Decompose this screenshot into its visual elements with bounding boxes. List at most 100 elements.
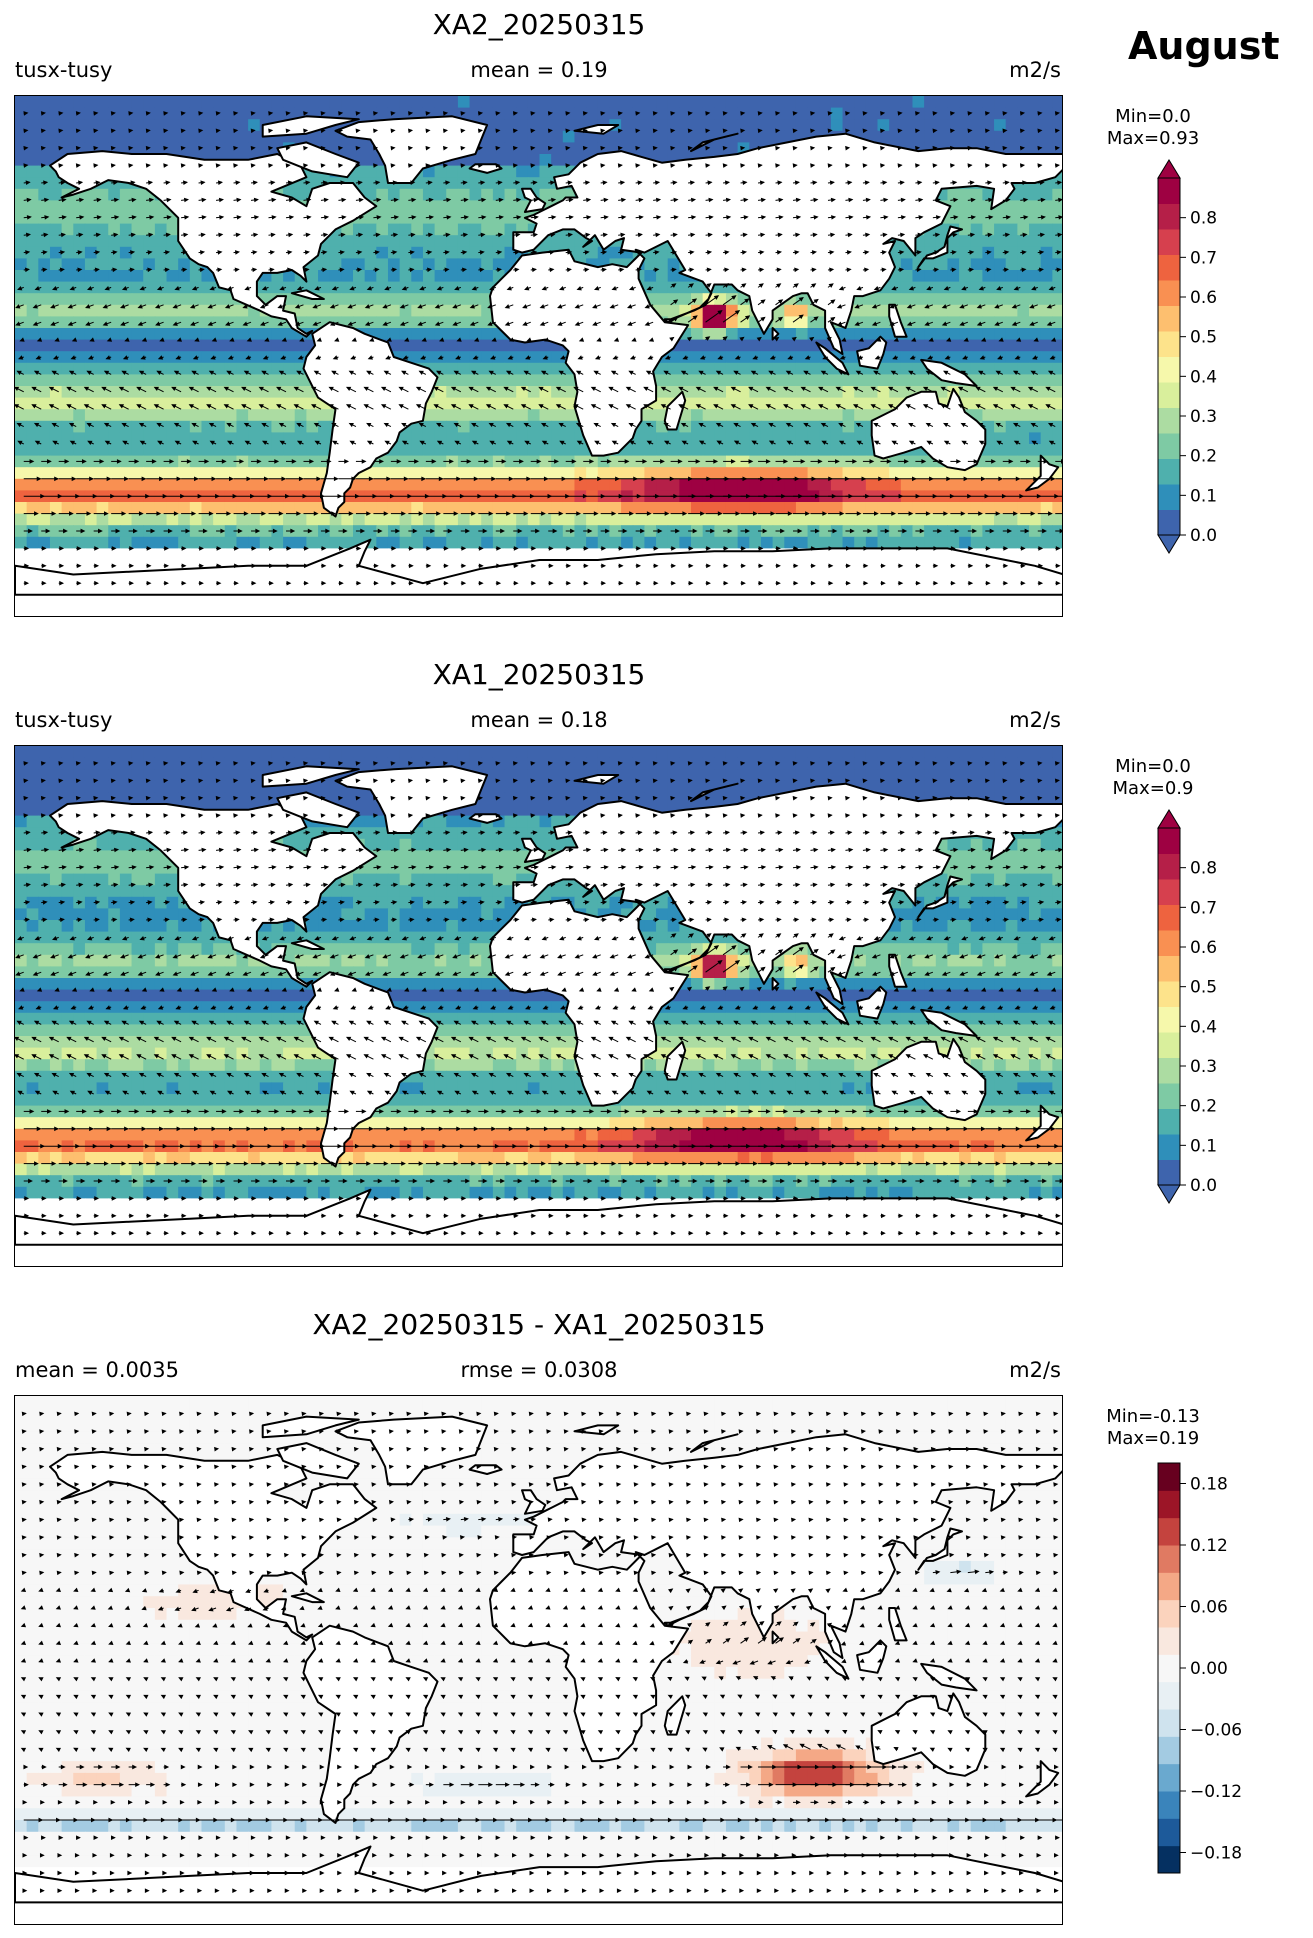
colorbar-segment: [1158, 1463, 1180, 1491]
colorbar-segment: [1158, 1845, 1180, 1874]
panel-3-rmse: rmse = 0.0308: [15, 1358, 1063, 1382]
colorbar-segment: [1158, 203, 1180, 230]
landmass-antarctica: [15, 1845, 1062, 1904]
landmass-newguinea: [920, 1008, 978, 1037]
colorbar-segment: [1158, 178, 1180, 204]
landmass-namerica: [49, 150, 378, 338]
colorbar-tick-label: 0.7: [1190, 248, 1217, 268]
colorbar-segment: [1158, 1791, 1180, 1819]
colorbar-tick-label: 0.8: [1190, 859, 1217, 879]
panel-1-map-canvas: [15, 96, 1062, 616]
landmass-antarctica: [15, 1188, 1062, 1246]
landmass-novaya: [690, 1433, 739, 1453]
colorbar-segment: [1158, 930, 1180, 956]
panel-1-max: Max=0.93: [1098, 128, 1208, 150]
colorbar-tick-label: 0.0: [1190, 526, 1217, 546]
colorbar-tick-label: 0.3: [1190, 1057, 1217, 1077]
panel-3-title: XA2_20250315 - XA1_20250315: [15, 1308, 1063, 1341]
panel-3-max: Max=0.19: [1098, 1428, 1208, 1450]
landmass-borneo: [856, 1639, 888, 1674]
panel-2-minmax: Min=0.0 Max=0.9: [1098, 756, 1208, 800]
colorbar-segment: [1158, 904, 1180, 931]
colorbar-tick-label: 0.2: [1190, 447, 1217, 467]
panel-3-map-canvas: [15, 1396, 1062, 1924]
colorbar-segment: [1158, 407, 1180, 434]
landmass-srilanka: [771, 1630, 780, 1645]
colorbar-segment: [1158, 1763, 1180, 1792]
colorbar-segment: [1158, 356, 1180, 383]
colorbar-tick-label: 0.8: [1190, 209, 1217, 229]
colorbar-segment: [1158, 509, 1180, 536]
colorbar-tick-label: 0.00: [1190, 1659, 1228, 1679]
colorbar-segment: [1158, 1159, 1180, 1186]
landmass-borneo: [856, 335, 888, 370]
panel-3-units: m2/s: [1009, 1358, 1061, 1382]
panel-1-mean: mean = 0.19: [15, 58, 1063, 82]
colorbar-segment: [1158, 1736, 1180, 1765]
colorbar-extend-max: [1157, 159, 1181, 179]
landmass-cuba: [290, 939, 325, 950]
colorbar-segment: [1158, 382, 1180, 408]
landmass-australia: [870, 1692, 987, 1777]
vector-layer: [15, 111, 1062, 586]
landmass-newguinea: [920, 1662, 978, 1692]
landmass-svalbard: [573, 1424, 620, 1436]
landmass-cuba: [290, 289, 325, 300]
colorbar-segment: [1158, 1006, 1180, 1033]
month-label: August: [1128, 24, 1280, 68]
colorbar-extend-min: [1157, 1184, 1181, 1204]
colorbar-segment: [1158, 1057, 1180, 1084]
landmass-iceland: [468, 163, 503, 174]
landmass-samerica: [302, 321, 439, 518]
panel-1-variable: tusx-tusy: [15, 58, 112, 82]
colorbar-tick-label: −0.06: [1190, 1721, 1242, 1741]
panel-2-max: Max=0.9: [1098, 778, 1208, 800]
colorbar-tick-label: −0.12: [1190, 1782, 1242, 1802]
colorbar-tick-label: 0.6: [1190, 938, 1217, 958]
landmass-phil: [888, 953, 908, 988]
landmass-namerica: [49, 1450, 378, 1642]
colorbar-tick-label: 0.5: [1190, 978, 1217, 998]
landmass-samerica: [302, 1624, 439, 1824]
colorbar-segment: [1158, 955, 1180, 982]
landmass-africaeurasia: [489, 782, 1062, 1107]
landmass-madagascar: [663, 1695, 687, 1736]
colorbar-segment: [1158, 1709, 1180, 1737]
colorbar-tick-label: 0.06: [1190, 1598, 1228, 1618]
landmass-madagascar: [663, 1040, 687, 1081]
landmass-australia: [870, 1037, 987, 1122]
colorbar-segment: [1158, 280, 1180, 306]
colorbar-segment: [1158, 1627, 1180, 1655]
colorbar-segment: [1158, 1599, 1180, 1628]
landmass-baffin: [276, 141, 360, 179]
colorbar-segment: [1158, 1083, 1180, 1109]
landmass-australia: [870, 387, 987, 472]
landmass-srilanka: [771, 977, 780, 991]
panel-2-variable: tusx-tusy: [15, 708, 112, 732]
panel-1-colorbar: 0.0 0.1 0.2 0.3 0.4 0.5 0.6 0.7 0.8: [1150, 158, 1270, 562]
colorbar-tick-label: 0.18: [1190, 1475, 1228, 1495]
colorbar-tick-label: 0.6: [1190, 288, 1217, 308]
panel-2-map: [14, 745, 1063, 1267]
landmass-cuba: [290, 1592, 325, 1604]
colorbar-segment: [1158, 879, 1180, 905]
panel-1-minmax: Min=0.0 Max=0.93: [1098, 106, 1208, 150]
landmass-iceland: [468, 813, 503, 824]
colorbar-segment: [1158, 331, 1180, 357]
colorbar-segment: [1158, 229, 1180, 255]
landmass-antarctica: [15, 538, 1062, 596]
land-layer: [15, 115, 1062, 596]
colorbar-segment: [1158, 458, 1180, 485]
colorbar-frame: [1157, 177, 1181, 536]
colorbar-tick-label: 0.12: [1190, 1536, 1228, 1556]
panel-2-colorbar: 0.0 0.1 0.2 0.3 0.4 0.5 0.6 0.7 0.8: [1150, 808, 1270, 1212]
colorbar-segment: [1158, 1032, 1180, 1058]
colorbar-segment: [1158, 1517, 1180, 1546]
vector-layer: [15, 761, 1062, 1236]
land-layer: [15, 765, 1062, 1246]
panel-3-minmax: Min=-0.13 Max=0.19: [1098, 1406, 1208, 1450]
landmass-africaeurasia: [489, 132, 1062, 457]
colorbar-segment: [1158, 828, 1180, 854]
colorbar-tick-label: 0.1: [1190, 1136, 1217, 1156]
colorbar-segment: [1158, 1490, 1180, 1519]
